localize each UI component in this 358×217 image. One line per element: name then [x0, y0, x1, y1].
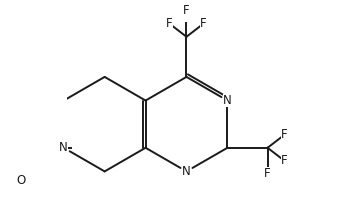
- Text: O: O: [16, 174, 26, 187]
- Text: F: F: [200, 17, 207, 30]
- Text: N: N: [59, 141, 68, 154]
- Text: F: F: [281, 154, 288, 167]
- Text: N: N: [223, 94, 232, 107]
- Text: F: F: [281, 128, 288, 141]
- Text: F: F: [166, 17, 173, 30]
- Text: F: F: [264, 167, 271, 180]
- Text: N: N: [182, 165, 191, 178]
- Text: F: F: [183, 4, 190, 17]
